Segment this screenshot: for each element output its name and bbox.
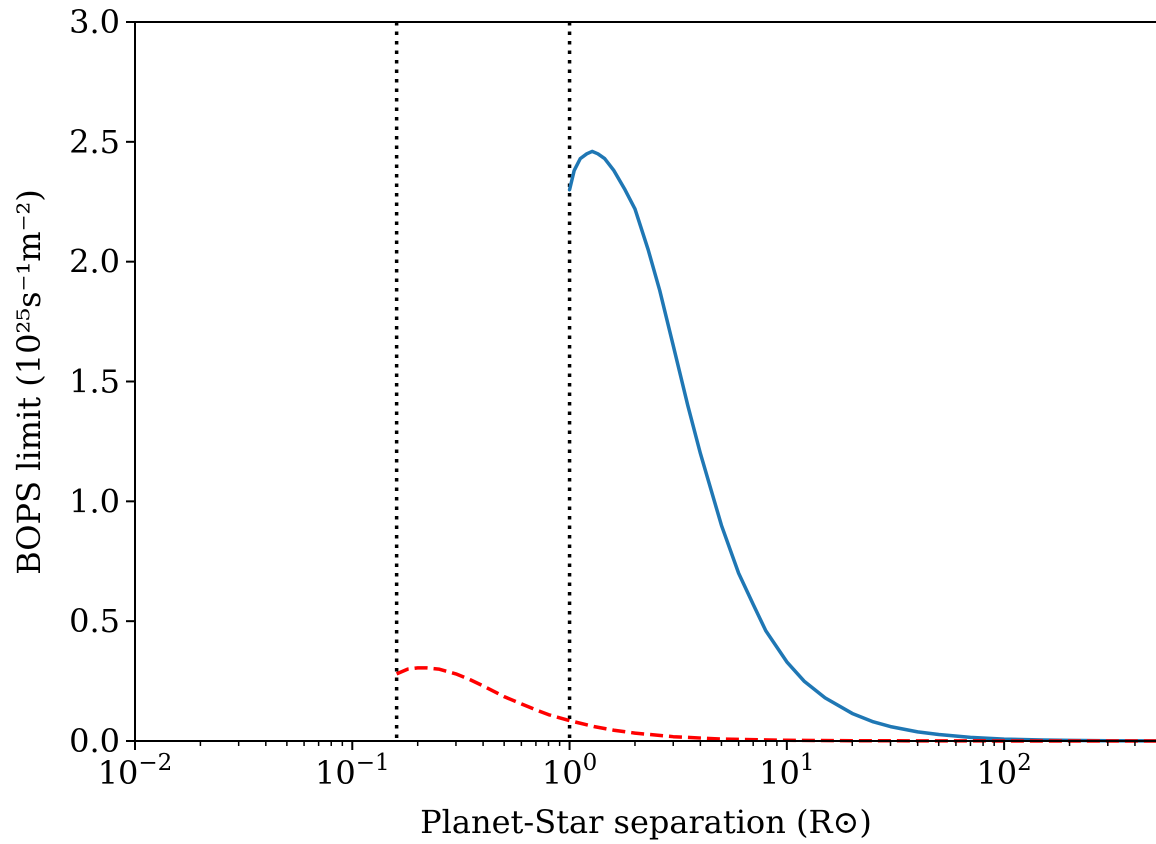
y-axis-label: BOPS limit (10²⁵s⁻¹m⁻²) [10,189,48,575]
plot-lines [394,22,1156,743]
y-tick-label-6: 3.0 [69,3,120,41]
x-tick-label-3: 101 [759,750,814,792]
x-tick-label-4: 102 [976,750,1031,792]
series-line-1 [395,666,1156,743]
series-line-0 [567,149,1156,743]
y-tick-label-3: 1.5 [69,363,120,401]
y-tick-label-0: 0.0 [69,722,120,760]
x-tick-label-1: 10−1 [315,750,390,792]
y-tick-label-2: 1.0 [69,482,120,520]
ticks: 0.0 0.5 1.0 1.5 2.0 2.5 3.0 10−2 10−1 100 101 102 [69,3,1136,792]
x-tick-label-2: 100 [542,750,597,792]
x-axis-label: Planet-Star separation (R⊙) [420,803,872,841]
x-tick-label-0: 10−2 [98,750,173,792]
y-tick-label-5: 2.5 [69,123,120,161]
axes [134,21,1156,742]
y-tick-label-4: 2.0 [69,243,120,281]
y-tick-label-1: 0.5 [69,602,120,640]
